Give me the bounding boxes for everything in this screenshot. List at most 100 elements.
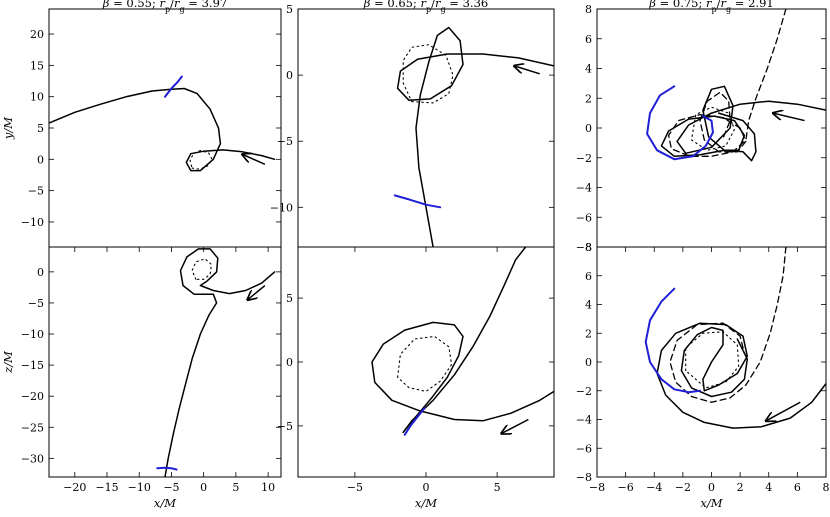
x-tick-label: 10 xyxy=(261,481,275,494)
trajectory-blue xyxy=(156,466,178,471)
y-tick-label: −2 xyxy=(576,152,592,165)
panel-title: β = 0.55; rp/rg = 3.97 xyxy=(102,0,227,14)
y-tick-label: 6 xyxy=(585,270,592,283)
y-tick-label: −10 xyxy=(270,201,293,214)
series-group xyxy=(49,75,276,172)
y-tick-label: 20 xyxy=(30,28,44,41)
y-tick-label: 0 xyxy=(286,69,293,82)
panel-5: −5 0 5 −5 0 5 x/M xyxy=(277,246,555,510)
trajectory-dotted xyxy=(191,258,212,280)
x-tick-label: 8 xyxy=(823,481,830,494)
y-tick-label: −5 xyxy=(28,297,44,310)
y-tick-label: −30 xyxy=(21,452,44,465)
y-tick-label: 2 xyxy=(585,92,592,105)
y-tick-label: 8 xyxy=(585,241,592,254)
y-tick-label: 0 xyxy=(37,153,44,166)
x-axis-label: x/M xyxy=(154,496,177,510)
y-tick-label: −8 xyxy=(576,471,592,484)
x-tick-label: −8 xyxy=(589,481,605,494)
y-tick-label: 0 xyxy=(585,356,592,369)
y-tick-label: −6 xyxy=(576,211,592,224)
y-tick-label: 0 xyxy=(585,122,592,135)
trajectory-solid xyxy=(660,85,826,162)
y-tick-label: 2 xyxy=(585,327,592,340)
panel-1: −10 −5 0 5 10 15 20 β = 0.55; rp/rg = 3.97 y/M xyxy=(1,0,282,248)
panel-title: β = 0.65; rp/rg = 3.36 xyxy=(363,0,488,14)
x-tick-label: 5 xyxy=(232,481,239,494)
y-tick-label: 5 xyxy=(286,3,293,16)
trajectory-solid xyxy=(164,248,276,477)
y-tick-label: −10 xyxy=(21,328,44,341)
series-group xyxy=(393,26,554,247)
y-tick-label: 8 xyxy=(585,3,592,16)
y-tick-label: 15 xyxy=(30,59,44,72)
trajectory-solid xyxy=(656,322,826,429)
panel-title: β = 0.75; rp/rg = 2.91 xyxy=(648,0,773,14)
trajectory-solid xyxy=(396,26,554,247)
y-tick-label: −4 xyxy=(576,414,592,427)
y-tick-label: 0 xyxy=(286,356,293,369)
trajectory-blue xyxy=(393,194,442,209)
trajectory-blue xyxy=(164,75,183,98)
x-tick-label: −20 xyxy=(63,481,86,494)
trajectory-dotted xyxy=(685,331,740,389)
y-tick-label: 10 xyxy=(30,91,44,104)
x-tick-label: 0 xyxy=(200,481,207,494)
x-tick-label: 0 xyxy=(423,481,430,494)
y-tick-label: −4 xyxy=(576,182,592,195)
y-tick-label: −10 xyxy=(21,216,44,229)
series-group xyxy=(156,248,276,477)
y-tick-label: 4 xyxy=(585,63,592,76)
y-axis-label: z/M xyxy=(1,350,15,374)
y-tick-label: −5 xyxy=(277,420,293,433)
trajectory-blue xyxy=(644,287,701,394)
trajectory-dashed xyxy=(669,247,787,403)
y-axis-label: y/M xyxy=(1,116,15,140)
y-tick-label: 5 xyxy=(286,292,293,305)
x-tick-label: −10 xyxy=(128,481,151,494)
x-tick-label: 0 xyxy=(708,481,715,494)
series-group xyxy=(646,9,826,162)
y-tick-label: 4 xyxy=(585,299,592,312)
y-tick-label: −25 xyxy=(21,421,44,434)
trajectory-dotted xyxy=(402,44,454,104)
y-tick-label: −20 xyxy=(21,390,44,403)
x-tick-label: 6 xyxy=(794,481,801,494)
x-tick-label: 2 xyxy=(737,481,744,494)
axes-frame xyxy=(297,246,555,478)
trajectory-dotted xyxy=(397,335,453,392)
y-tick-label: −2 xyxy=(576,385,592,398)
axes-frame xyxy=(48,8,282,248)
direction-arrow xyxy=(242,154,266,166)
y-tick-label: −5 xyxy=(277,135,293,148)
x-tick-label: −2 xyxy=(675,481,691,494)
trajectory-solid xyxy=(402,247,527,434)
y-tick-label: −15 xyxy=(21,359,44,372)
trajectory-solid xyxy=(49,87,276,172)
series-group xyxy=(644,247,826,429)
direction-arrow xyxy=(766,401,801,421)
trajectory-dotted xyxy=(189,149,213,170)
direction-arrow xyxy=(247,284,266,300)
direction-arrow xyxy=(501,418,529,434)
y-tick-label: 6 xyxy=(585,33,592,46)
trajectory-dotted xyxy=(690,106,735,151)
series-group xyxy=(371,247,554,436)
trajectory-dashed xyxy=(667,9,787,157)
direction-arrow xyxy=(773,113,805,122)
x-tick-label: 5 xyxy=(494,481,501,494)
trajectory-blue xyxy=(403,407,426,436)
panel-4: −30 −25 −20 −15 −10 −5 0 −20 −15 −10 −5 0 5 10 x/M z/M xyxy=(1,246,282,510)
y-tick-label: −6 xyxy=(576,442,592,455)
x-tick-label: −4 xyxy=(646,481,662,494)
x-tick-label: −5 xyxy=(163,481,179,494)
y-tick-label: 5 xyxy=(37,122,44,135)
x-axis-label: x/M xyxy=(415,496,438,510)
panel-3: −8 −6 −4 −2 0 2 4 6 8 β = 0.75; rp/rg = 2.91 xyxy=(576,0,827,254)
x-tick-label: −5 xyxy=(347,481,363,494)
y-tick-label: 0 xyxy=(37,266,44,279)
trajectory-blue xyxy=(646,85,714,161)
x-tick-label: −15 xyxy=(95,481,118,494)
